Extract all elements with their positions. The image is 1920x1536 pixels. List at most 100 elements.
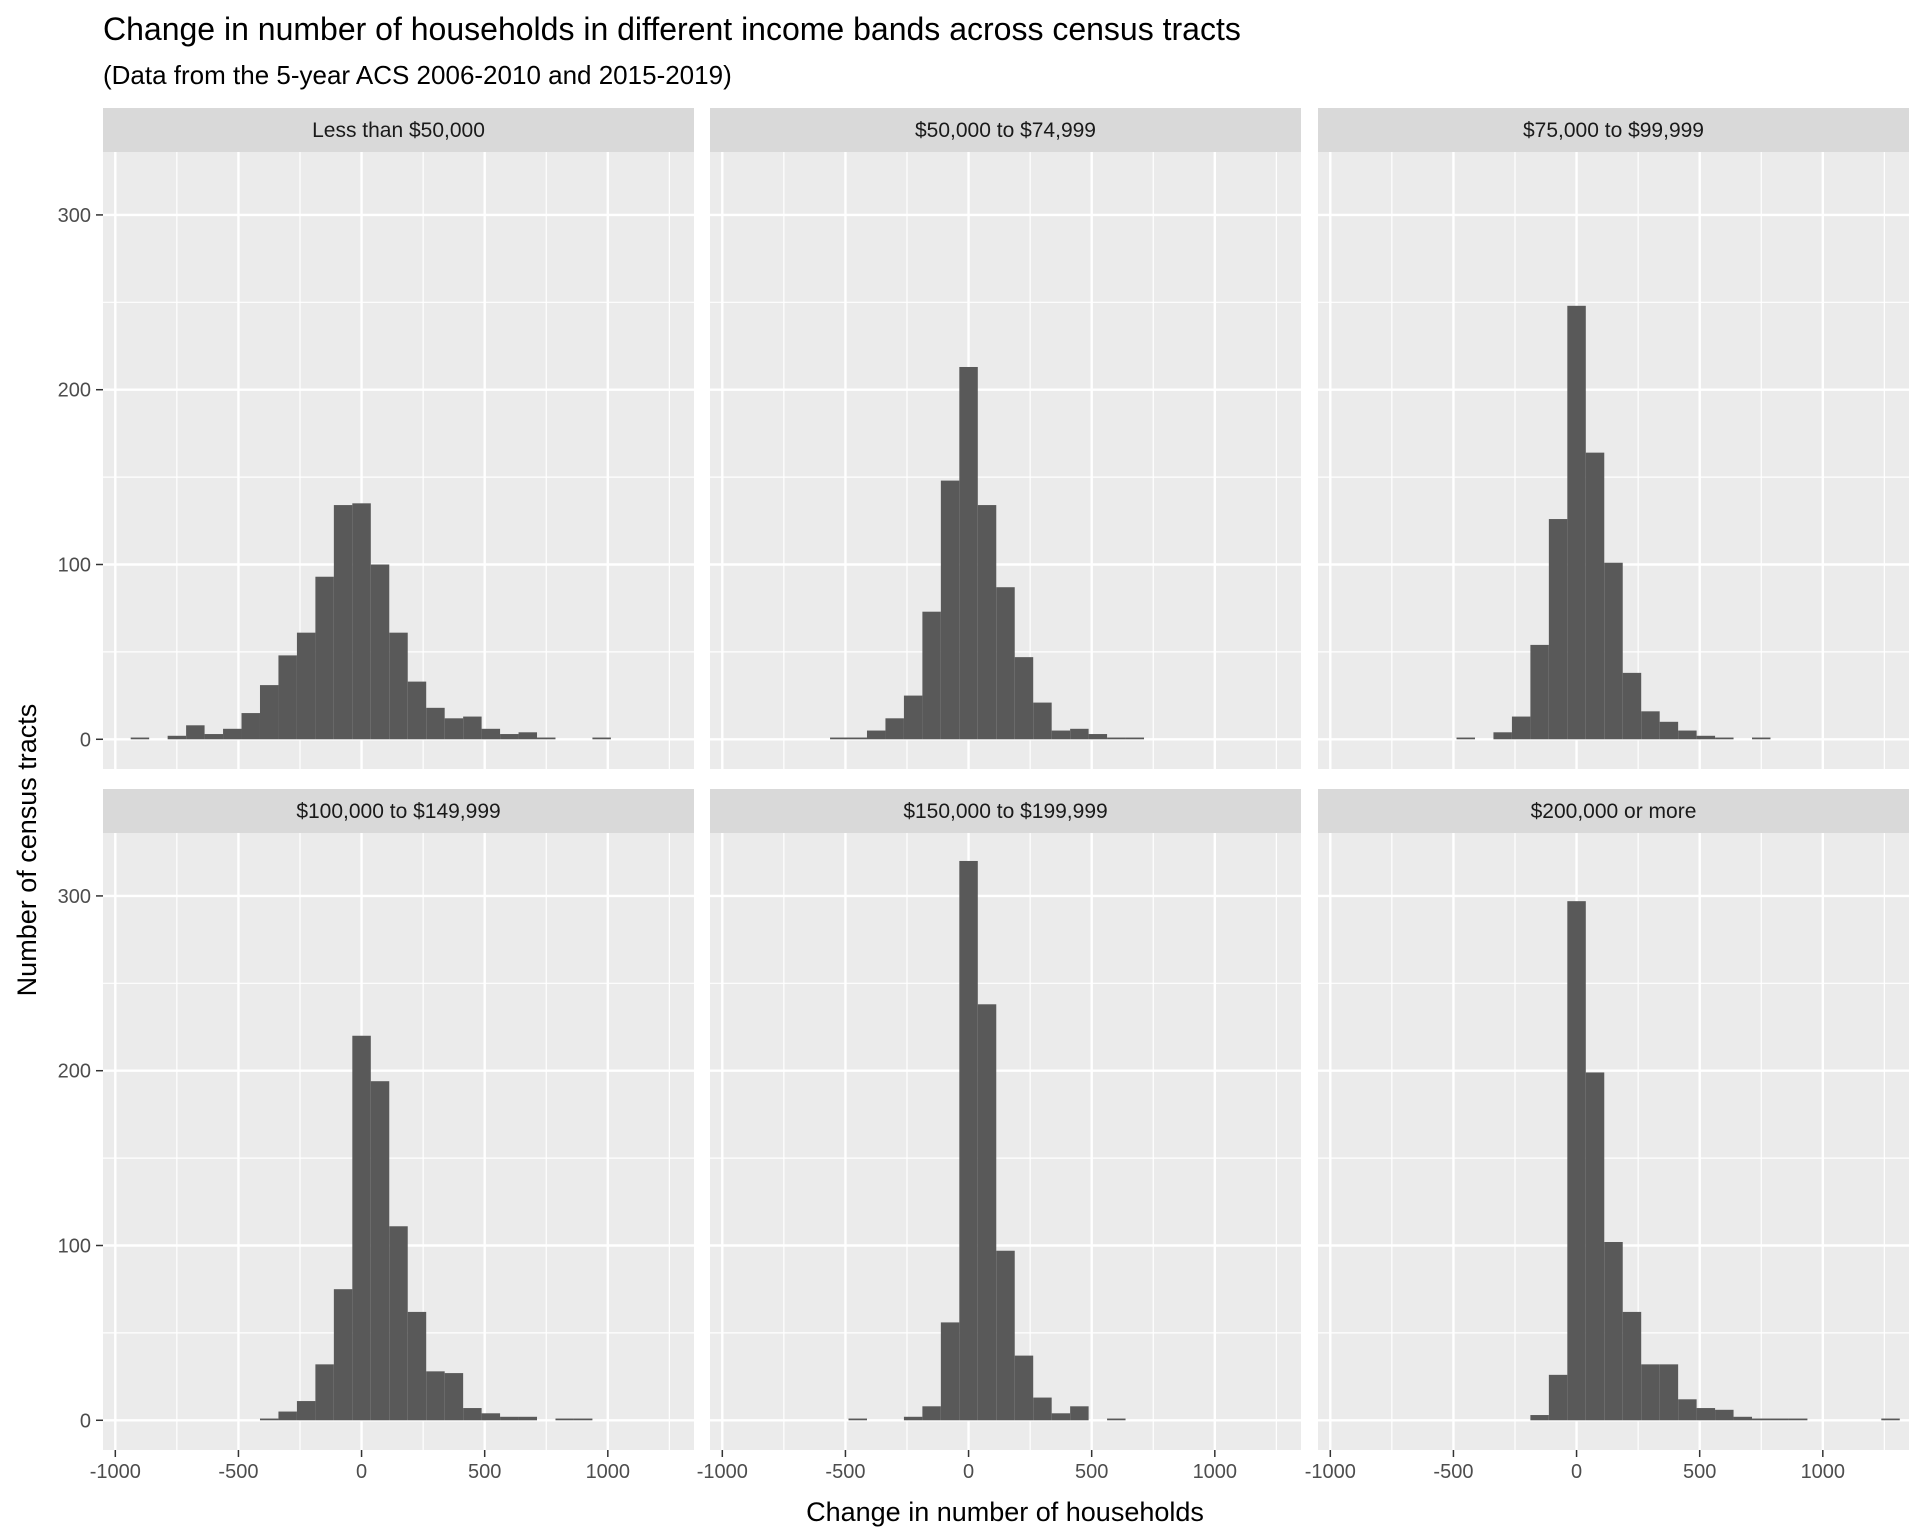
- histogram-bar: [1456, 737, 1475, 740]
- histogram-bar: [1107, 737, 1126, 740]
- histogram-bar: [1641, 711, 1660, 740]
- x-tick-label: -500: [1433, 1461, 1473, 1483]
- y-tick-label: 300: [58, 886, 91, 908]
- histogram-bar: [1567, 901, 1586, 1421]
- histogram-bar: [500, 1416, 519, 1421]
- histogram-bar: [1678, 730, 1697, 740]
- facet-strip-label: Less than $50,000: [312, 119, 485, 142]
- chart-title: Change in number of households in differ…: [103, 11, 1241, 47]
- histogram-bar: [444, 1373, 464, 1421]
- histogram-bar: [426, 707, 445, 740]
- histogram-bar: [259, 685, 279, 740]
- histogram-bar: [407, 1311, 427, 1421]
- histogram-bar: [1696, 735, 1716, 740]
- histogram-bar: [848, 737, 867, 740]
- histogram-bar: [1659, 721, 1679, 740]
- facet-panel: Less than $50,000: [103, 108, 694, 769]
- x-tick-label: 0: [963, 1461, 974, 1483]
- x-tick-label: 0: [1571, 1461, 1582, 1483]
- facet-strip: [1318, 789, 1909, 833]
- x-axis-layer: -1000 -500 0 500 1000 -1000 -500 0 500 1000 -1000 -…: [90, 1450, 1845, 1483]
- y-tick-label: 0: [80, 729, 91, 751]
- histogram-bar: [922, 611, 941, 740]
- x-tick-label: -1000: [1305, 1461, 1356, 1483]
- histogram-bar: [370, 564, 390, 740]
- histogram-bar: [1659, 1364, 1679, 1421]
- histogram-bar: [537, 737, 556, 740]
- histogram-bar: [1752, 737, 1771, 740]
- x-tick-label: 500: [468, 1461, 501, 1483]
- y-tick-label: 0: [80, 1410, 91, 1432]
- histogram-bar: [977, 505, 997, 740]
- histogram-bar: [1604, 1242, 1623, 1421]
- histogram-bar: [592, 737, 611, 740]
- facet-panel: $150,000 to $199,999: [710, 789, 1301, 1450]
- histogram-bar: [223, 728, 242, 740]
- histogram-bar: [922, 1406, 941, 1421]
- chart-subtitle: (Data from the 5-year ACS 2006-2010 and …: [103, 60, 732, 90]
- histogram-bar: [1070, 1406, 1089, 1421]
- histogram-bar: [333, 1289, 353, 1421]
- histogram-bar: [333, 505, 353, 740]
- x-tick-label: 0: [356, 1461, 367, 1483]
- histogram-bar: [903, 1416, 923, 1421]
- histogram-bar: [959, 860, 978, 1421]
- histogram-bar: [204, 734, 224, 740]
- facet-strip-label: $100,000 to $149,999: [296, 800, 500, 823]
- histogram-bar: [296, 1401, 316, 1421]
- histogram-bar: [1622, 1311, 1642, 1421]
- histogram-bar: [1088, 734, 1108, 740]
- histogram-bar: [1585, 1072, 1605, 1421]
- x-tick-label: -500: [825, 1461, 865, 1483]
- facet-strip: [710, 108, 1301, 152]
- y-tick-label: 100: [58, 554, 91, 576]
- histogram-bar: [167, 735, 187, 740]
- histogram-bar: [426, 1371, 445, 1421]
- histogram-bar: [1548, 519, 1568, 740]
- histogram-bar: [940, 480, 960, 740]
- histogram-bar: [1585, 452, 1605, 740]
- facet-strip-label: $50,000 to $74,999: [915, 119, 1096, 142]
- facet-strip-label: $200,000 or more: [1531, 800, 1697, 823]
- histogram-bar: [996, 587, 1015, 740]
- histogram-bar: [885, 718, 904, 740]
- facet-strip-label: $75,000 to $99,999: [1523, 119, 1704, 142]
- y-tick-label: 200: [58, 1061, 91, 1083]
- histogram-bar: [259, 1418, 279, 1421]
- facet-panel: $200,000 or more: [1318, 789, 1909, 1450]
- histogram-bar: [518, 1416, 538, 1421]
- histogram-bar: [1033, 702, 1052, 740]
- facet-strip-label: $150,000 to $199,999: [903, 800, 1107, 823]
- histogram-bar: [1014, 1355, 1034, 1421]
- y-tick-label: 300: [58, 205, 91, 227]
- histogram-bar: [1548, 1374, 1568, 1421]
- histogram-bar: [866, 730, 886, 740]
- y-axis-layer: 0 100 200 300 0 100 200 300: [58, 205, 103, 1432]
- histogram-bar: [1622, 672, 1642, 740]
- facet-panel: $75,000 to $99,999: [1318, 108, 1909, 769]
- x-tick-label: -500: [218, 1461, 258, 1483]
- x-axis-title: Change in number of households: [806, 1497, 1204, 1527]
- histogram-bar: [278, 1411, 297, 1421]
- histogram-bar: [1530, 644, 1549, 740]
- histogram-bar: [389, 632, 408, 740]
- x-tick-label: 1000: [586, 1461, 631, 1483]
- histogram-bar: [996, 1250, 1015, 1421]
- x-tick-label: -1000: [90, 1461, 141, 1483]
- panels-layer: Less than $50,000 $50,000 to $74,999 $75,0…: [103, 108, 1909, 1450]
- histogram-bar: [1051, 730, 1071, 740]
- histogram-bar: [186, 725, 205, 740]
- histogram-bar: [848, 1418, 867, 1421]
- histogram-bar: [389, 1226, 408, 1421]
- histogram-bar: [903, 695, 923, 740]
- histogram-bar: [1788, 1418, 1808, 1421]
- histogram-bar: [1678, 1399, 1697, 1421]
- histogram-bar: [518, 732, 538, 740]
- histogram-bar: [463, 716, 482, 740]
- histogram-bar: [940, 1322, 960, 1421]
- x-tick-label: 500: [1683, 1461, 1716, 1483]
- facet-strip: [710, 789, 1301, 833]
- histogram-bar: [296, 632, 316, 740]
- histogram-bar: [959, 366, 978, 740]
